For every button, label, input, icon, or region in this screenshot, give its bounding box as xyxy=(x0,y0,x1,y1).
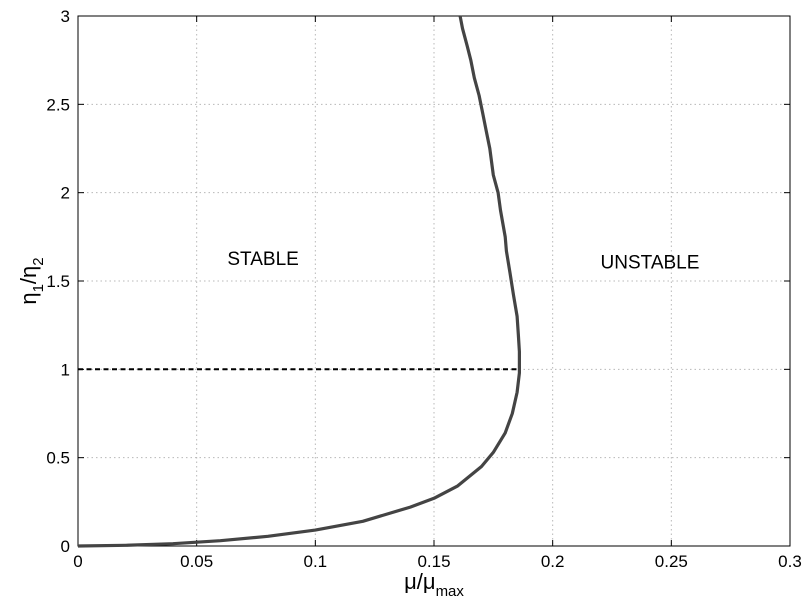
series xyxy=(77,15,522,548)
x-axis-label: μ/μmax xyxy=(404,569,464,600)
x-tick-label: 0.3 xyxy=(778,552,802,571)
x-tick-label: 0 xyxy=(73,552,82,571)
y-tick-label: 0 xyxy=(61,537,70,556)
y-tick-label: 0.5 xyxy=(46,449,70,468)
x-tick-label: 0.2 xyxy=(541,552,565,571)
y-axis-label-part1: η xyxy=(16,292,41,304)
x-tick-label: 0.05 xyxy=(180,552,213,571)
grid xyxy=(78,16,790,546)
annotations: STABLE UNSTABLE xyxy=(227,249,699,274)
y-tick-label: 1 xyxy=(61,360,70,379)
region-label-stable: STABLE xyxy=(227,249,298,270)
stability-boundary-curve xyxy=(77,15,522,548)
y-axis-label: η1/η2 xyxy=(16,257,47,304)
y-axis-label-sub1: 1 xyxy=(30,284,47,292)
x-tick-label: 0.1 xyxy=(304,552,328,571)
x-tick-label: 0.15 xyxy=(417,552,450,571)
y-tick-label: 2 xyxy=(61,184,70,203)
y-tick-label: 2.5 xyxy=(46,95,70,114)
y-tick-label: 1.5 xyxy=(46,272,70,291)
y-tick-label: 3 xyxy=(61,7,70,26)
x-axis-label-subscript: max xyxy=(436,583,465,600)
ticks: 0 0.05 0.1 0.15 0.2 0.25 0.3 0 0.5 1 1.5 2 2.5 3 xyxy=(46,7,801,571)
x-tick-label: 0.25 xyxy=(655,552,688,571)
region-label-unstable: UNSTABLE xyxy=(601,253,700,274)
y-axis-label-sub2: 2 xyxy=(30,257,47,265)
x-axis-label-base: μ/μ xyxy=(404,569,435,594)
y-axis-label-part2: /η xyxy=(16,266,41,284)
